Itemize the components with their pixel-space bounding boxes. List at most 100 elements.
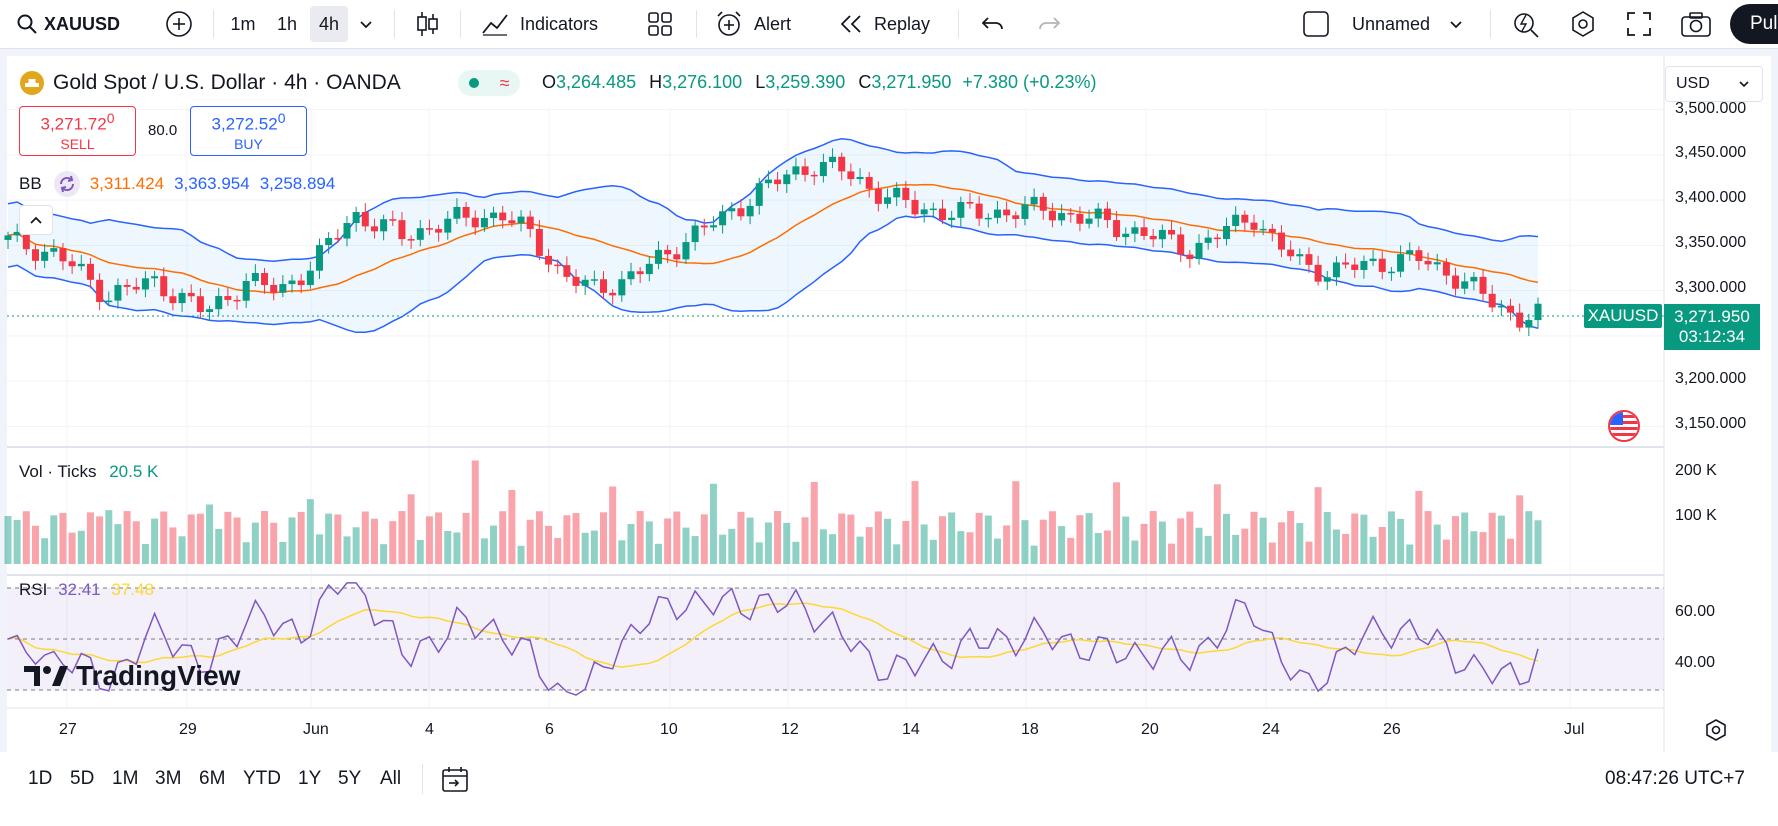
layout-name-menu[interactable]: Unnamed	[1352, 0, 1466, 48]
redo-icon	[1039, 17, 1061, 30]
chevron-down-icon	[360, 21, 372, 29]
volume-bar	[1323, 511, 1331, 564]
candle-body	[490, 212, 498, 219]
candle-body	[1387, 271, 1395, 274]
rsi-ma-value: 37.48	[111, 580, 154, 599]
candle-body	[453, 206, 461, 219]
timeframe-1m[interactable]: 1m	[224, 6, 262, 42]
volume-bar	[911, 481, 919, 564]
candle-body	[1332, 262, 1340, 278]
market-open-dot	[468, 78, 479, 88]
volume-bar	[627, 524, 635, 564]
candle-body	[1461, 281, 1469, 289]
range-all[interactable]: All	[380, 768, 402, 789]
candle-body	[297, 280, 305, 286]
clock-timezone[interactable]: 08:47:26 UTC+7	[1605, 768, 1745, 789]
candle-body	[471, 217, 479, 228]
volume-bar	[737, 511, 745, 564]
volume-bar	[141, 543, 149, 564]
volume-bar	[975, 512, 983, 564]
publish-button[interactable]: Pul	[1730, 4, 1778, 44]
divider	[460, 10, 461, 38]
candle-body	[31, 249, 39, 261]
us-flag-icon[interactable]	[1608, 410, 1640, 442]
range-5y[interactable]: 5Y	[338, 768, 362, 789]
candle-body	[847, 171, 855, 180]
redo-button[interactable]	[1036, 0, 1062, 48]
undo-button[interactable]	[980, 0, 1006, 48]
candle-body	[654, 249, 662, 264]
buy-button[interactable]: 3,272.520 BUY	[190, 106, 307, 156]
range-3m[interactable]: 3M	[155, 768, 182, 789]
timeframe-4h[interactable]: 4h	[310, 6, 348, 42]
candle-body	[206, 309, 214, 313]
last-price: 3,271.950	[1674, 307, 1750, 326]
refresh-icon[interactable]	[53, 171, 80, 197]
settings-button[interactable]	[1568, 0, 1598, 48]
volume-bar	[325, 513, 333, 564]
volume-bar	[929, 539, 937, 564]
candle-body	[1003, 209, 1011, 216]
volume-legend[interactable]: Vol · Ticks 20.5 K	[19, 462, 158, 482]
candle-body	[334, 238, 342, 240]
volume-bar	[1268, 542, 1276, 564]
candle-body	[1094, 208, 1102, 219]
volume-bar	[1122, 516, 1130, 564]
price-tick: 3,450.000	[1675, 144, 1747, 161]
indicators-button[interactable]: Indicators	[480, 0, 598, 48]
chart-container[interactable]	[7, 56, 1771, 752]
currency-select[interactable]: USD	[1665, 66, 1763, 102]
candle-body	[123, 284, 131, 287]
chart-type-button[interactable]	[414, 0, 440, 48]
candle-body	[1149, 235, 1157, 240]
candle-body	[535, 228, 543, 256]
timeframe-1h[interactable]: 1h	[268, 6, 306, 42]
symbol-tag-label: XAUUSD	[1587, 306, 1659, 325]
range-1d[interactable]: 1D	[28, 768, 53, 789]
range-ytd[interactable]: YTD	[243, 768, 281, 789]
layout-checkbox[interactable]	[1302, 0, 1330, 48]
replay-button[interactable]: Replay	[836, 0, 930, 48]
fullscreen-button[interactable]	[1626, 0, 1652, 48]
quick-search-button[interactable]	[1512, 0, 1542, 48]
range-5d[interactable]: 5D	[70, 768, 95, 789]
range-6m[interactable]: 6M	[199, 768, 226, 789]
symbol-search[interactable]: XAUUSD	[16, 0, 120, 48]
collapse-legend-button[interactable]	[19, 205, 53, 235]
sell-button[interactable]: 3,271.720 SELL	[19, 106, 136, 156]
volume-bar	[453, 532, 461, 564]
candle-body	[1287, 249, 1295, 257]
symbol-legend[interactable]: Gold Spot / U.S. Dollar · 4h · OANDA	[19, 70, 401, 96]
volume-bar	[1277, 522, 1285, 564]
volume-bar	[728, 528, 736, 564]
range-1y[interactable]: 1Y	[298, 768, 322, 789]
compare-button[interactable]	[164, 0, 194, 48]
volume-bar	[1195, 527, 1203, 564]
layouts-button[interactable]	[646, 0, 674, 48]
volume-bar	[1131, 540, 1139, 564]
candle-body	[1397, 254, 1405, 272]
candle-body	[517, 216, 525, 224]
candles-icon	[417, 12, 438, 36]
volume-bar	[600, 512, 608, 564]
timeframe-dropdown[interactable]	[356, 0, 376, 48]
indicators-icon	[482, 14, 508, 36]
axis-settings-button[interactable]	[1704, 718, 1728, 747]
tradingview-watermark: TradingView	[24, 660, 240, 692]
candle-body	[1131, 227, 1139, 234]
go-to-date-button[interactable]	[440, 764, 470, 799]
snapshot-button[interactable]	[1680, 0, 1712, 48]
candle-body	[929, 208, 937, 211]
market-status[interactable]: ≈	[458, 70, 520, 96]
candle-body	[975, 203, 983, 219]
bollinger-fill	[8, 138, 1538, 333]
alert-button[interactable]: Alert	[714, 0, 791, 48]
candle-body	[480, 218, 488, 228]
bb-legend[interactable]: BB 3,311.424 3,363.954 3,258.894	[19, 171, 335, 197]
range-1m[interactable]: 1M	[112, 768, 139, 789]
volume-bar	[96, 516, 104, 564]
candle-body	[764, 179, 772, 184]
rsi-legend[interactable]: RSI 32.41 37.48	[19, 580, 154, 600]
candle-body	[325, 238, 333, 246]
